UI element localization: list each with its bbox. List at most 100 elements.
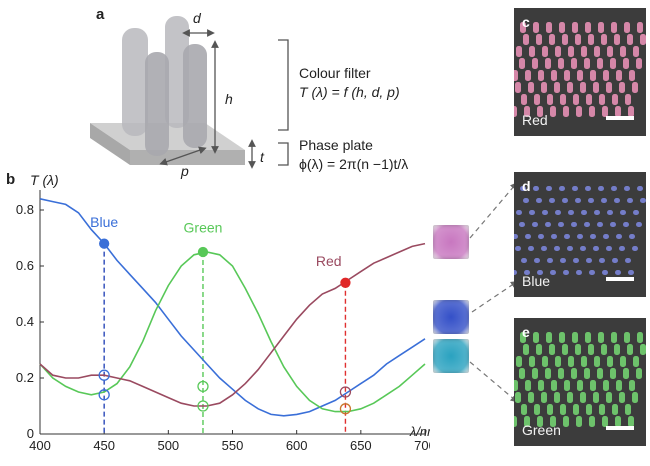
y-tick-label: 0.8 — [16, 202, 34, 217]
sem-pillar — [594, 356, 600, 367]
sem-pillar — [636, 368, 642, 379]
sem-green-label: Green — [522, 422, 561, 438]
sem-blue-panel-label: d — [522, 178, 531, 194]
sem-pillar — [538, 234, 544, 239]
sem-pillar — [606, 392, 612, 403]
sem-pillar — [529, 46, 535, 57]
sem-pillar — [546, 332, 552, 343]
arrow-to-red-sem — [469, 182, 518, 239]
sem-pillar — [545, 222, 551, 227]
sem-pillar — [612, 258, 618, 263]
sem-blue-scalebar — [606, 277, 634, 281]
chart-guide-lines — [103, 243, 347, 434]
sem-pillar — [547, 258, 553, 263]
pillar-front-right — [183, 44, 207, 148]
sem-pillar — [558, 368, 564, 379]
sem-pillar — [550, 106, 556, 117]
sem-pillar — [590, 234, 596, 239]
sem-pillar — [529, 210, 535, 215]
y-axis-label: T (λ) — [30, 172, 59, 188]
sem-pillar — [551, 70, 557, 81]
sem-pillar — [607, 356, 613, 367]
x-axis-label: λ/nm — [409, 424, 430, 439]
crossing-marker-red — [339, 386, 352, 398]
sem-pillar — [597, 368, 603, 379]
sem-pillar — [629, 380, 635, 391]
sem-pillar — [515, 392, 521, 403]
pillar-front-left — [145, 52, 169, 156]
sem-pillar — [575, 198, 581, 203]
sem-pillar — [588, 344, 594, 355]
sem-pillar — [549, 344, 555, 355]
sem-pillar — [558, 222, 564, 227]
sem-pillar — [575, 344, 581, 355]
sem-pillar — [524, 270, 530, 275]
sem-pillar — [624, 22, 630, 33]
sem-pillar — [628, 106, 634, 117]
sem-pillar — [614, 34, 620, 45]
sem-pillar — [614, 198, 620, 203]
sem-pillar — [612, 404, 618, 415]
sem-pillar — [532, 222, 538, 227]
h-label: h — [225, 91, 233, 107]
sem-pillar — [637, 22, 643, 33]
sem-pillar — [619, 392, 625, 403]
sem-pillar — [607, 210, 613, 215]
sem-pillar — [612, 94, 618, 105]
sem-pillar — [549, 198, 555, 203]
sem-pillar — [520, 332, 526, 343]
colour-filter-equation: T (λ) = f (h, d, p) — [299, 84, 400, 100]
sem-pillar — [603, 70, 609, 81]
sem-pillar — [533, 332, 539, 343]
sem-pillar — [528, 392, 534, 403]
phase-plate-title: Phase plate — [299, 137, 373, 153]
sem-pillar — [620, 210, 626, 215]
x-tick-label: 700 — [414, 438, 430, 453]
sem-pillar — [597, 222, 603, 227]
sem-pillar — [541, 392, 547, 403]
sem-pillar — [576, 416, 582, 427]
sem-pillar — [598, 22, 604, 33]
sem-pillar — [636, 58, 642, 69]
sem-pillar — [547, 404, 553, 415]
sem-pillar — [571, 58, 577, 69]
blue-filter-swatch — [433, 300, 469, 334]
sem-pillar — [623, 368, 629, 379]
sem-pillar — [555, 356, 561, 367]
sem-pillar — [546, 22, 552, 33]
sem-pillar — [594, 210, 600, 215]
sem-pillar — [524, 416, 530, 427]
peak-marker-red — [340, 277, 351, 288]
sem-pillar — [619, 246, 625, 251]
sem-pillar — [559, 332, 565, 343]
sem-pillar — [564, 380, 570, 391]
sem-pillar — [536, 344, 542, 355]
sem-pillar — [563, 270, 569, 275]
sem-pillar — [534, 404, 540, 415]
sem-pillar — [551, 380, 557, 391]
sem-pillar — [515, 246, 521, 251]
sem-pillar — [584, 58, 590, 69]
sem-pillar — [519, 58, 525, 69]
sem-pillar — [562, 34, 568, 45]
sem-pillar — [573, 404, 579, 415]
sem-pillar — [607, 46, 613, 57]
sem-pillar — [601, 34, 607, 45]
sem-pillar — [546, 186, 552, 191]
sem-pillar — [616, 380, 622, 391]
sem-pillar — [567, 246, 573, 251]
sem-pillar — [537, 270, 543, 275]
sem-blue-pillars — [514, 172, 646, 297]
sem-pillar — [523, 34, 529, 45]
annotation-blue: Blue — [90, 214, 118, 230]
sem-pillar — [549, 34, 555, 45]
sem-pillar — [606, 246, 612, 251]
sem-pillar — [576, 106, 582, 117]
sem-pillar — [575, 34, 581, 45]
sem-pillar — [523, 344, 529, 355]
sem-pillar — [524, 106, 530, 117]
sem-pillar — [577, 234, 583, 239]
sem-pillar — [521, 94, 527, 105]
sem-pillar — [580, 246, 586, 251]
